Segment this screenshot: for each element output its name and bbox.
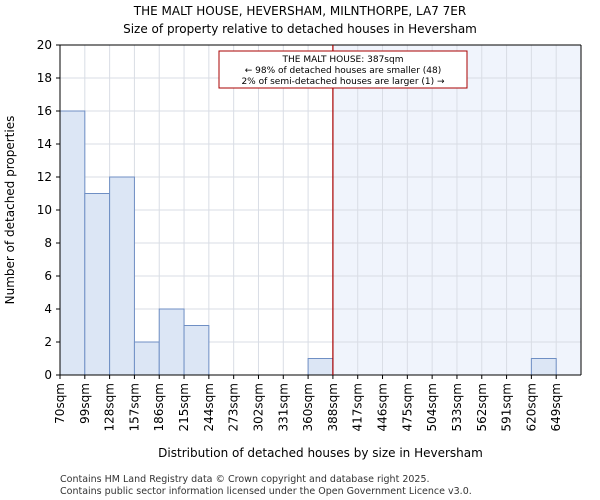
bar-128sqm: [109, 176, 135, 376]
footer-line-1: Contains HM Land Registry data © Crown c…: [60, 474, 430, 485]
x-tick-label: 649sqm: [549, 383, 563, 431]
x-tick-label: 157sqm: [127, 383, 141, 431]
bar-215sqm: [183, 325, 210, 376]
x-tick-label: 533sqm: [450, 383, 464, 431]
x-tick-label: 244sqm: [202, 383, 216, 431]
x-axis-label: Distribution of detached houses by size …: [158, 446, 483, 460]
x-tick-label: 620sqm: [524, 383, 538, 431]
annotation-line-3: 2% of semi-detached houses are larger (1…: [241, 77, 445, 87]
y-tick-label: 2: [44, 335, 52, 349]
plot-area: 0 2 4 6 8 10 12 14 16 18 20 70sqm 99sqm 128sqm 157sqm 1…: [37, 38, 582, 431]
x-tick-label: 99sqm: [78, 383, 92, 424]
y-tick-label: 8: [44, 236, 52, 250]
x-tick-label: 302sqm: [251, 383, 265, 431]
y-tick-label: 16: [37, 104, 52, 118]
x-tick-label: 446sqm: [376, 383, 390, 431]
x-tick-label: 70sqm: [53, 383, 67, 424]
x-tick-label: 186sqm: [152, 383, 166, 431]
bar-186sqm: [158, 308, 185, 376]
annotation-line-2: ← 98% of detached houses are smaller (48…: [245, 66, 442, 76]
x-tick-label: 475sqm: [400, 383, 414, 431]
chart-subtitle: Size of property relative to detached ho…: [123, 22, 477, 36]
x-tick-label: 360sqm: [301, 383, 315, 431]
x-tick-label: 128sqm: [103, 383, 117, 431]
x-tick-label: 215sqm: [177, 383, 191, 431]
x-tick-label: 591sqm: [500, 383, 514, 431]
bar-157sqm: [133, 341, 160, 376]
y-tick-label: 12: [37, 170, 52, 184]
x-tick-label: 417sqm: [351, 383, 365, 431]
annotation-box: [218, 50, 468, 89]
chart-title: THE MALT HOUSE, HEVERSHAM, MILNTHORPE, L…: [133, 4, 466, 18]
x-tick-label: 273sqm: [227, 383, 241, 431]
y-axis-label: Number of detached properties: [3, 116, 17, 305]
bar-620sqm: [530, 358, 557, 376]
x-tick-label: 331sqm: [276, 383, 290, 431]
bar-360sqm: [307, 358, 334, 376]
y-tick-label: 18: [37, 71, 52, 85]
x-tick-label: 562sqm: [475, 383, 489, 431]
y-tick-label: 10: [37, 203, 52, 217]
bar-70sqm: [59, 110, 86, 376]
annotation-line-1: THE MALT HOUSE: 387sqm: [282, 55, 404, 65]
bar-99sqm: [84, 193, 111, 376]
y-tick-label: 0: [44, 368, 52, 382]
footer-line-2: Contains public sector information licen…: [60, 486, 472, 497]
x-tick-label: 504sqm: [425, 383, 439, 431]
y-tick-label: 14: [37, 137, 52, 151]
y-tick-label: 4: [44, 302, 52, 316]
x-tick-label: 388sqm: [326, 383, 340, 431]
y-tick-label: 6: [44, 269, 52, 283]
y-tick-label: 20: [37, 38, 52, 52]
